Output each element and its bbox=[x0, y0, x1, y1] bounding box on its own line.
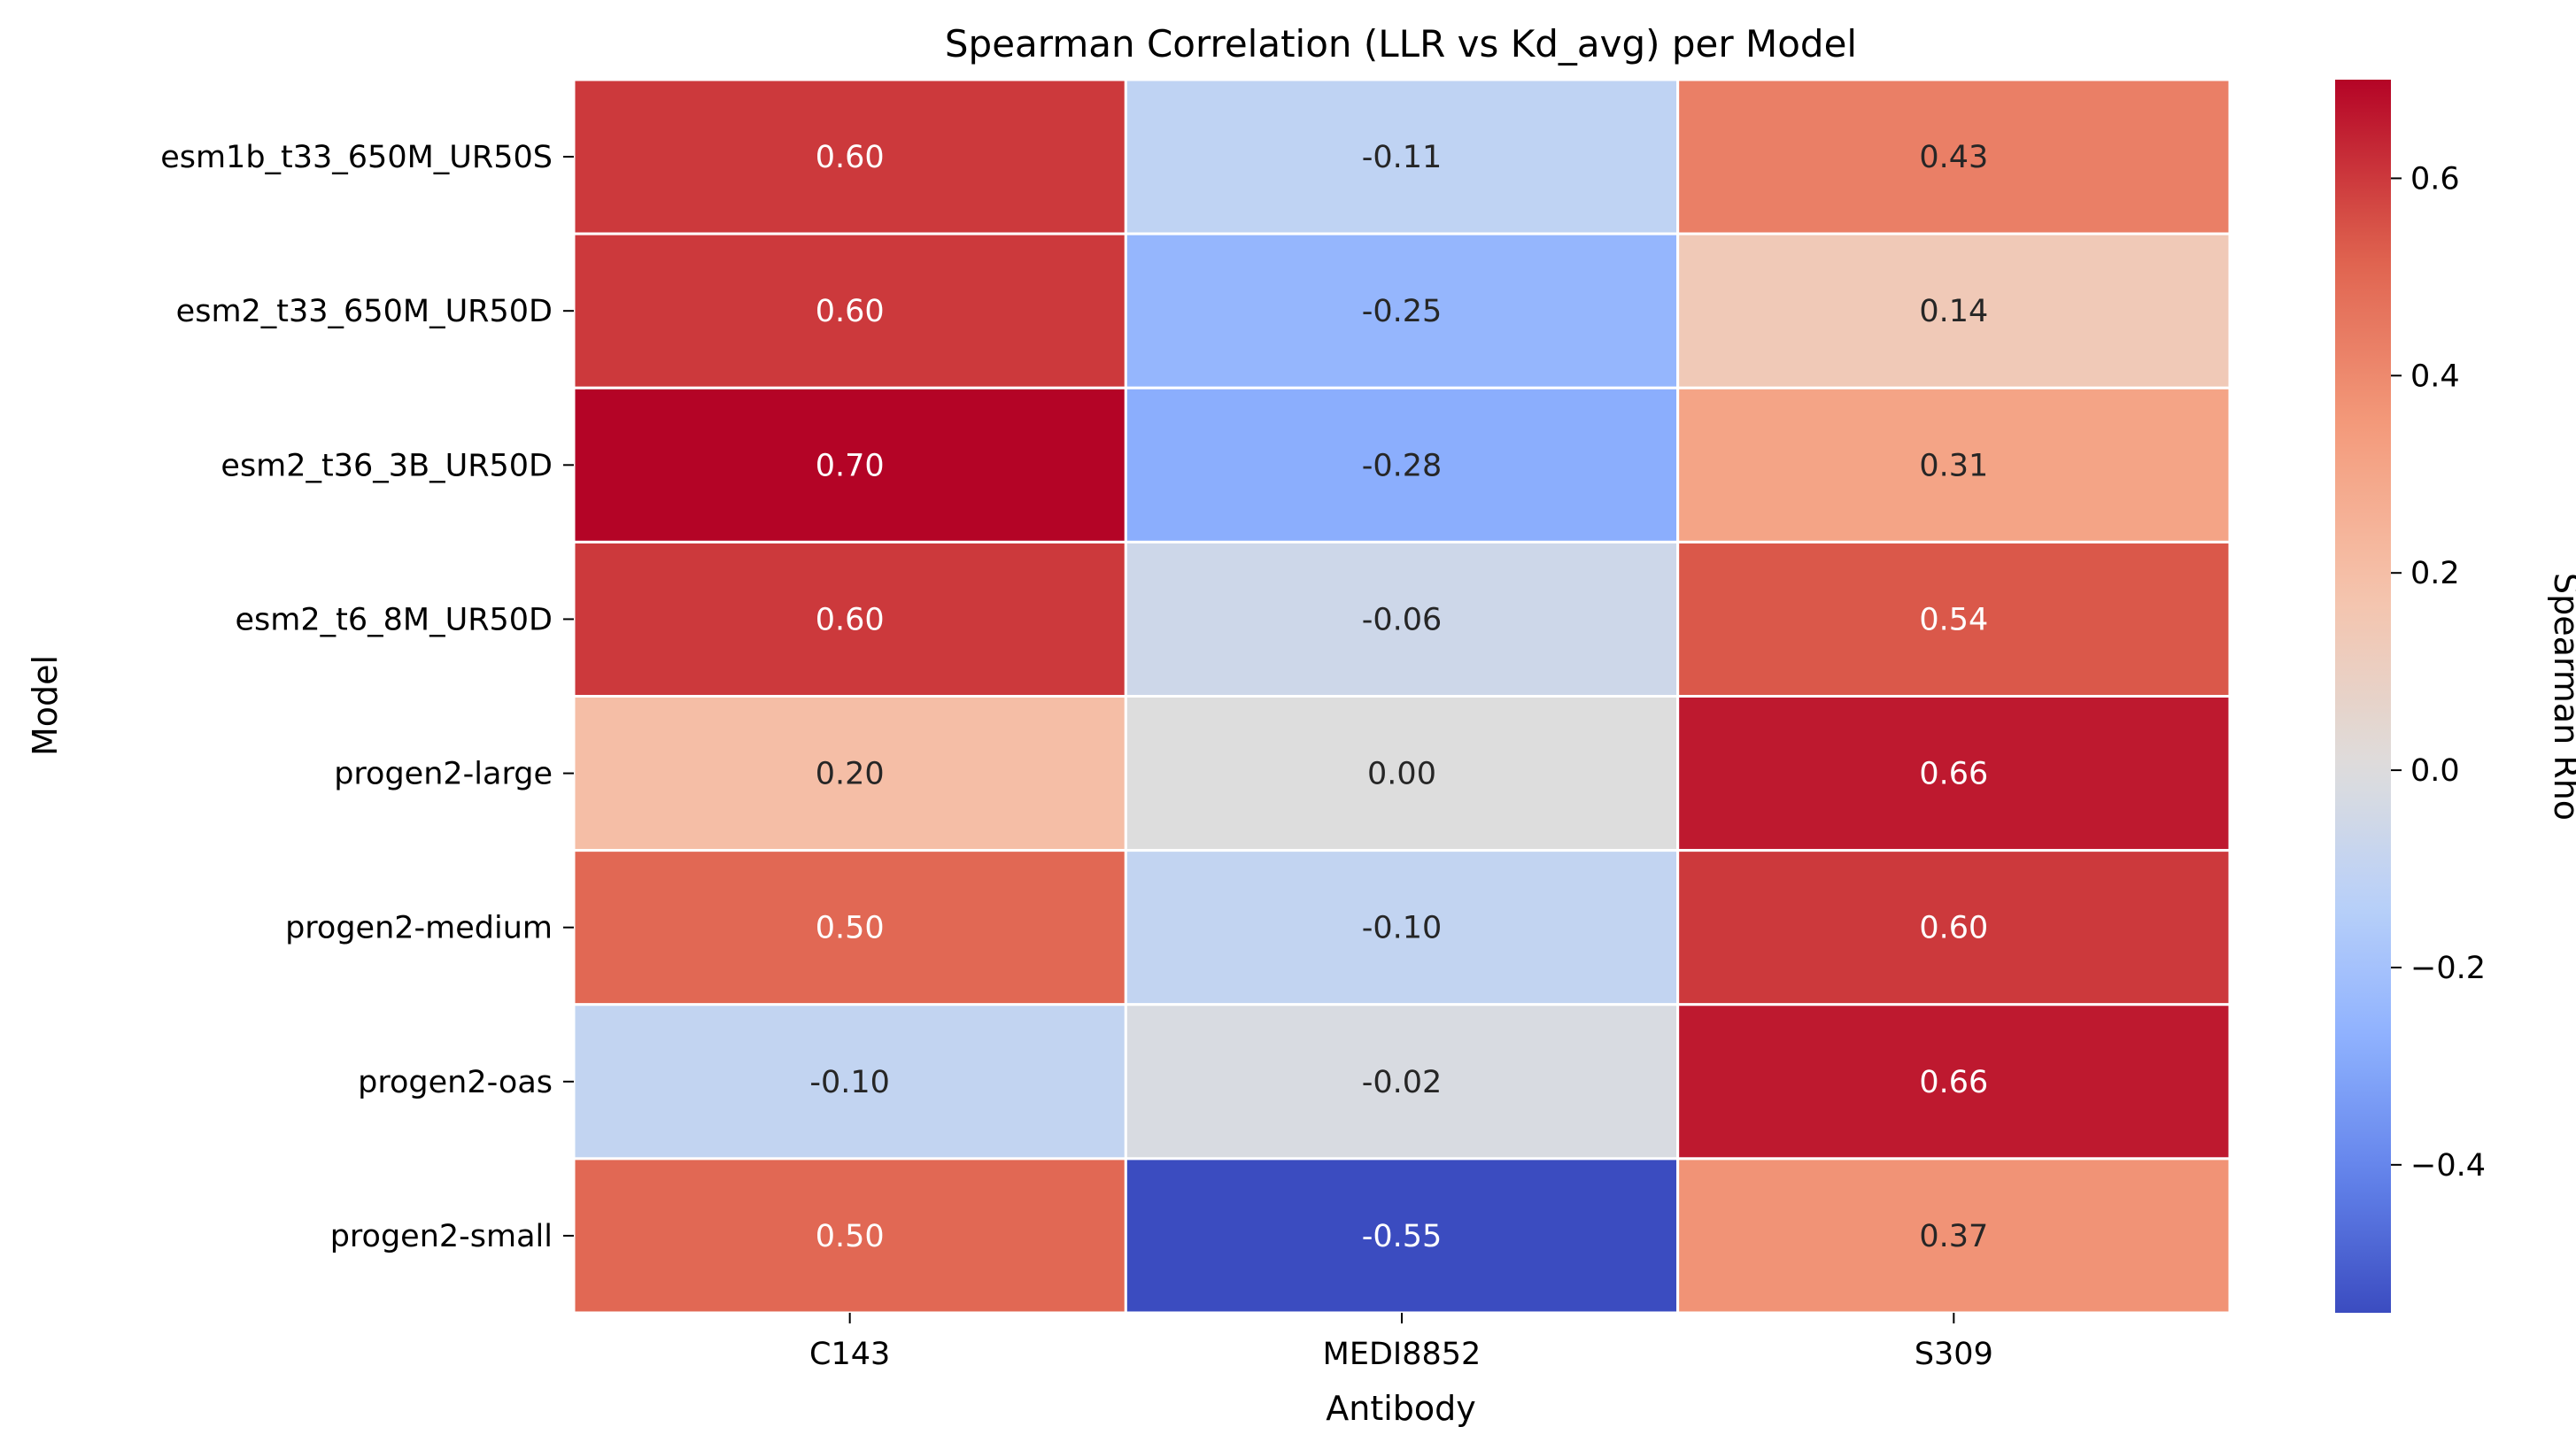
y-tick-label: esm2_t6_8M_UR50D bbox=[235, 602, 553, 637]
y-tick-labels: esm1b_t33_650M_UR50S esm2_t33_650M_UR50De… bbox=[160, 140, 574, 1254]
heatmap-cell bbox=[1676, 78, 2232, 235]
heatmap-cell bbox=[1124, 78, 1680, 235]
cell-value-label: -0.02 bbox=[1362, 1065, 1443, 1100]
cell-value-label: 0.70 bbox=[816, 448, 885, 483]
cell-value-label: -0.06 bbox=[1362, 602, 1443, 637]
colorbar-ticks: −0.4 −0.2 0.0 0.2 0.4 0.6 bbox=[2391, 161, 2486, 1184]
x-tick-labels: C143 MEDI8852 S309 bbox=[809, 1313, 1993, 1372]
cell-value-label: 0.60 bbox=[816, 140, 885, 175]
chart-title: Spearman Correlation (LLR vs Kd_avg) per… bbox=[945, 22, 1857, 66]
cell-value-label: 0.60 bbox=[1919, 911, 1988, 946]
cell-value-label: 0.43 bbox=[1919, 140, 1988, 175]
cell-value-label: 0.60 bbox=[816, 294, 885, 329]
cell-value-label: -0.10 bbox=[1362, 911, 1443, 946]
colorbar-tick-label: 0.0 bbox=[2410, 753, 2460, 789]
heatmap-cell bbox=[572, 78, 1127, 235]
heatmap-cell bbox=[1124, 695, 1680, 852]
heatmap-cell bbox=[1676, 1003, 2232, 1161]
colorbar bbox=[2335, 80, 2391, 1313]
x-tick-label: S309 bbox=[1915, 1337, 1993, 1372]
heatmap-cell bbox=[1676, 1157, 2232, 1315]
cell-value-label: -0.28 bbox=[1362, 448, 1443, 483]
cell-value-label: 0.20 bbox=[816, 757, 885, 792]
heatmap-cells: 0.60 -0.11 0.43 0.60 -0.25 0.14 0.70 -0.28 0.31 0… bbox=[572, 78, 2232, 1315]
heatmap-cell bbox=[572, 695, 1127, 852]
heatmap-cell bbox=[1124, 232, 1680, 389]
cell-value-label: -0.55 bbox=[1362, 1219, 1443, 1254]
colorbar-tick-label: 0.4 bbox=[2410, 359, 2460, 394]
cell-value-label: 0.66 bbox=[1919, 1065, 1988, 1100]
heatmap-cell bbox=[1676, 849, 2232, 1007]
heatmap-cell bbox=[572, 1003, 1127, 1161]
y-tick-label: progen2-small bbox=[330, 1219, 553, 1254]
cell-value-label: 0.31 bbox=[1919, 448, 1988, 483]
cell-value-label: 0.00 bbox=[1367, 757, 1436, 792]
heatmap-cell bbox=[1124, 1003, 1680, 1161]
cell-value-label: 0.50 bbox=[816, 1219, 885, 1254]
cell-value-label: 0.14 bbox=[1919, 294, 1988, 329]
heatmap-cell bbox=[1676, 232, 2232, 389]
cell-value-label: -0.11 bbox=[1362, 140, 1443, 175]
heatmap-cell bbox=[572, 232, 1127, 389]
heatmap-cell bbox=[1676, 540, 2232, 698]
heatmap-cell bbox=[1124, 1157, 1680, 1315]
y-tick-label: esm2_t36_3B_UR50D bbox=[220, 448, 553, 483]
cell-value-label: 0.37 bbox=[1919, 1219, 1988, 1254]
cell-value-label: -0.10 bbox=[809, 1065, 890, 1100]
y-tick-label: progen2-large bbox=[334, 757, 553, 792]
x-tick-label: C143 bbox=[809, 1337, 890, 1372]
heatmap-cell bbox=[572, 540, 1127, 698]
cell-value-label: 0.66 bbox=[1919, 757, 1988, 792]
x-tick-label: MEDI8852 bbox=[1323, 1337, 1481, 1372]
y-tick-label: esm2_t33_650M_UR50D bbox=[176, 294, 553, 329]
colorbar-tick-label: −0.4 bbox=[2410, 1148, 2486, 1184]
colorbar-tick-label: 0.6 bbox=[2410, 161, 2460, 197]
cell-value-label: 0.60 bbox=[816, 602, 885, 637]
colorbar-tick-label: −0.2 bbox=[2410, 951, 2486, 986]
cell-value-label: 0.50 bbox=[816, 911, 885, 946]
y-tick-label: progen2-oas bbox=[358, 1065, 553, 1100]
heatmap-cell bbox=[572, 1157, 1127, 1315]
cell-value-label: -0.25 bbox=[1362, 294, 1443, 329]
x-axis-label: Antibody bbox=[1326, 1389, 1476, 1428]
y-tick-label: progen2-medium bbox=[285, 911, 553, 946]
heatmap-cell bbox=[1676, 695, 2232, 852]
colorbar-tick-label: 0.2 bbox=[2410, 556, 2460, 591]
y-axis-label: Model bbox=[26, 655, 65, 756]
colorbar-label: Spearman Rho bbox=[2547, 573, 2576, 821]
heatmap-cell bbox=[1124, 386, 1680, 544]
cell-value-label: 0.54 bbox=[1919, 602, 1988, 637]
heatmap-cell bbox=[1124, 849, 1680, 1007]
y-tick-label: esm1b_t33_650M_UR50S bbox=[160, 140, 553, 175]
